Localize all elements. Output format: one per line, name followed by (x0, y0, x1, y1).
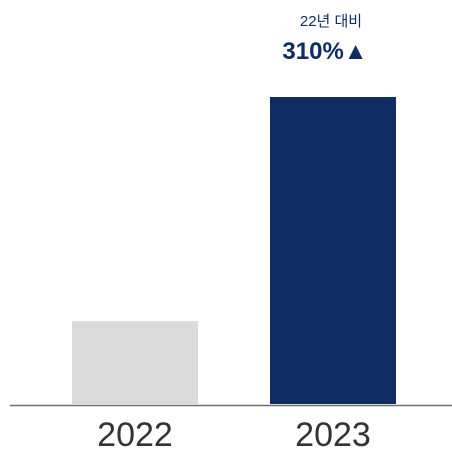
annotation-subtitle: 22년 대비 (299, 13, 363, 30)
bars-group (72, 97, 396, 404)
x-tick-label-2022: 2022 (97, 416, 173, 449)
x-tick-labels: 2022 2023 (97, 416, 371, 449)
bar-2022 (72, 321, 198, 404)
x-tick-label-2023: 2023 (295, 416, 371, 449)
bar-2023 (270, 97, 396, 404)
annotation-percent: 310%▲ (282, 38, 368, 65)
